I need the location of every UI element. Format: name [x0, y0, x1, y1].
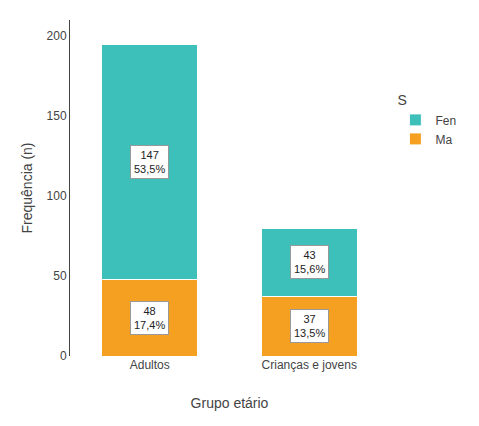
svg-text:4817,4%: 4817,4%	[134, 305, 165, 331]
svg-text:S: S	[397, 92, 406, 108]
svg-text:Adultos: Adultos	[130, 358, 170, 372]
svg-text:Frequência (n): Frequência (n)	[19, 142, 35, 233]
svg-text:50: 50	[53, 269, 67, 283]
svg-text:100: 100	[47, 189, 67, 203]
svg-text:4315,6%: 4315,6%	[294, 249, 325, 275]
svg-text:14753,5%: 14753,5%	[134, 149, 165, 175]
svg-text:Grupo etário: Grupo etário	[191, 395, 269, 411]
svg-text:3713,5%: 3713,5%	[294, 313, 325, 339]
svg-text:Fen: Fen	[435, 114, 456, 128]
svg-text:Ma: Ma	[435, 133, 452, 147]
svg-text:0: 0	[60, 349, 67, 363]
svg-text:150: 150	[47, 109, 67, 123]
svg-text:200: 200	[47, 29, 67, 43]
svg-text:Crianças e jovens: Crianças e jovens	[262, 358, 357, 372]
